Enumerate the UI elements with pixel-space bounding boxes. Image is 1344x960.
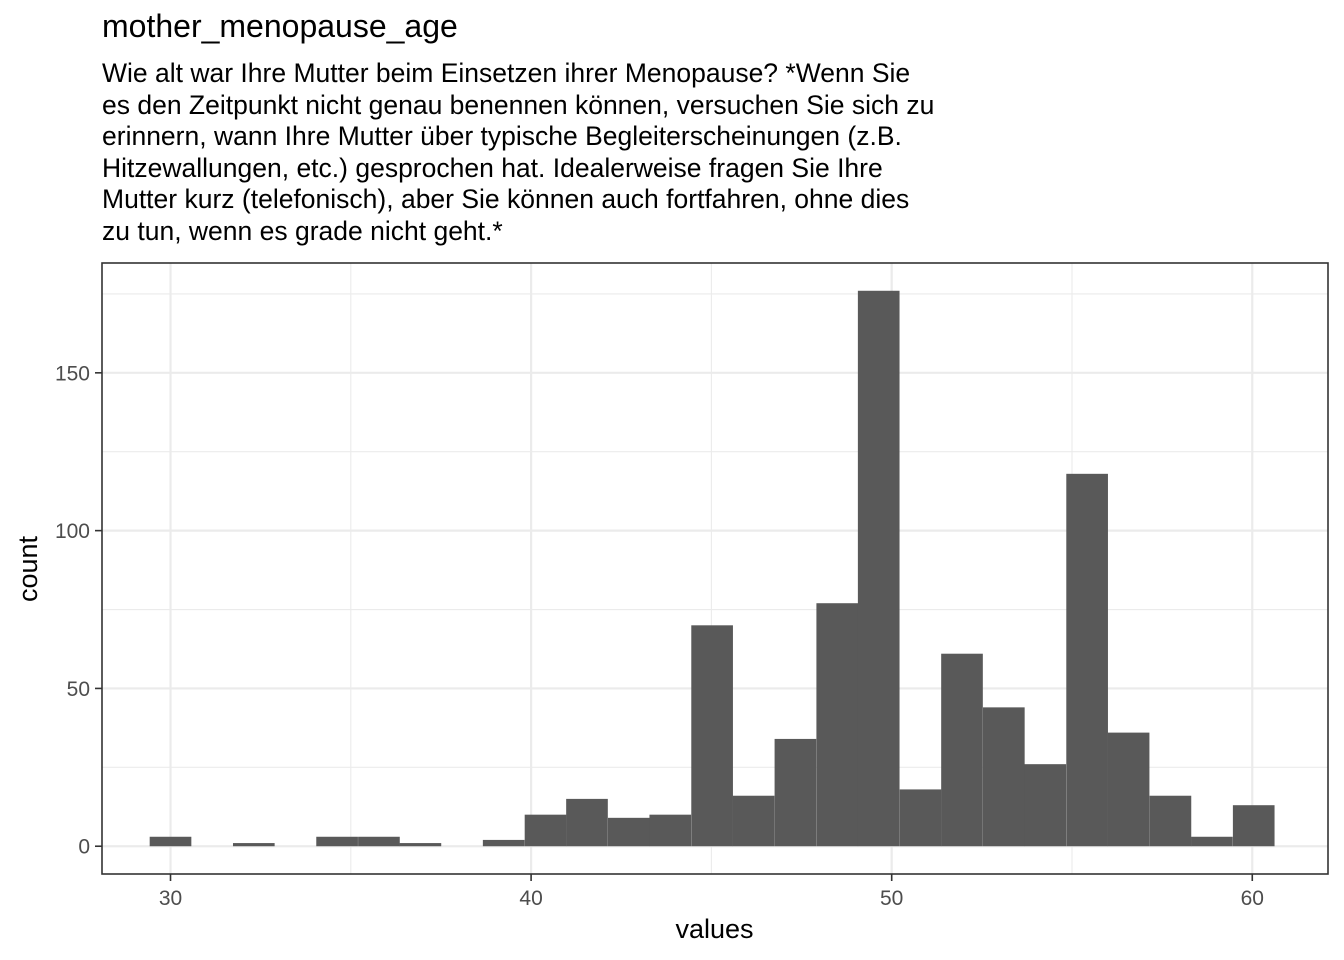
histogram-bar (732, 795, 775, 847)
x-tick-label: 60 (1241, 887, 1264, 910)
panel-border (101, 262, 1329, 875)
histogram-bar (691, 625, 733, 847)
histogram-bar (816, 603, 859, 847)
chart-subtitle: Wie alt war Ihre Mutter beim Einsetzen i… (102, 58, 935, 246)
histogram-bar (1149, 795, 1192, 847)
y-axis: 0 50 100 150 (55, 362, 102, 859)
y-axis-title: count (13, 535, 43, 602)
histogram-bar (358, 836, 400, 847)
y-tick-label: 100 (55, 520, 90, 543)
histogram-bar (316, 836, 358, 847)
histogram-bar (1107, 732, 1150, 847)
y-tick-label: 50 (67, 678, 90, 701)
histogram-bar (232, 843, 275, 847)
x-tick-label: 50 (880, 887, 903, 910)
histogram-bar (857, 290, 900, 847)
histogram-bars (149, 290, 1275, 847)
histogram-bar (1024, 764, 1067, 847)
x-tick-label: 40 (519, 887, 542, 910)
histogram-bar (482, 839, 525, 847)
histogram-bar (524, 814, 567, 847)
y-tick-label: 0 (78, 836, 90, 859)
histogram-bar (1066, 473, 1108, 847)
x-axis-title: values (675, 914, 753, 944)
histogram-bar (899, 789, 942, 847)
histogram-bar (607, 817, 650, 847)
histogram-bar (941, 653, 983, 847)
histogram-bar (649, 814, 692, 847)
x-axis: 30 40 50 60 (159, 874, 1264, 910)
histogram-bar (983, 707, 1025, 847)
histogram-bar (1191, 836, 1233, 847)
histogram-bar (399, 843, 442, 847)
histogram-bar (149, 836, 192, 847)
chart-title: mother_menopause_age (102, 8, 458, 44)
histogram-bar (774, 738, 817, 847)
histogram-bar (566, 798, 608, 847)
histogram-bar (1232, 805, 1275, 847)
y-tick-label: 150 (55, 362, 90, 385)
x-tick-label: 30 (159, 887, 182, 910)
